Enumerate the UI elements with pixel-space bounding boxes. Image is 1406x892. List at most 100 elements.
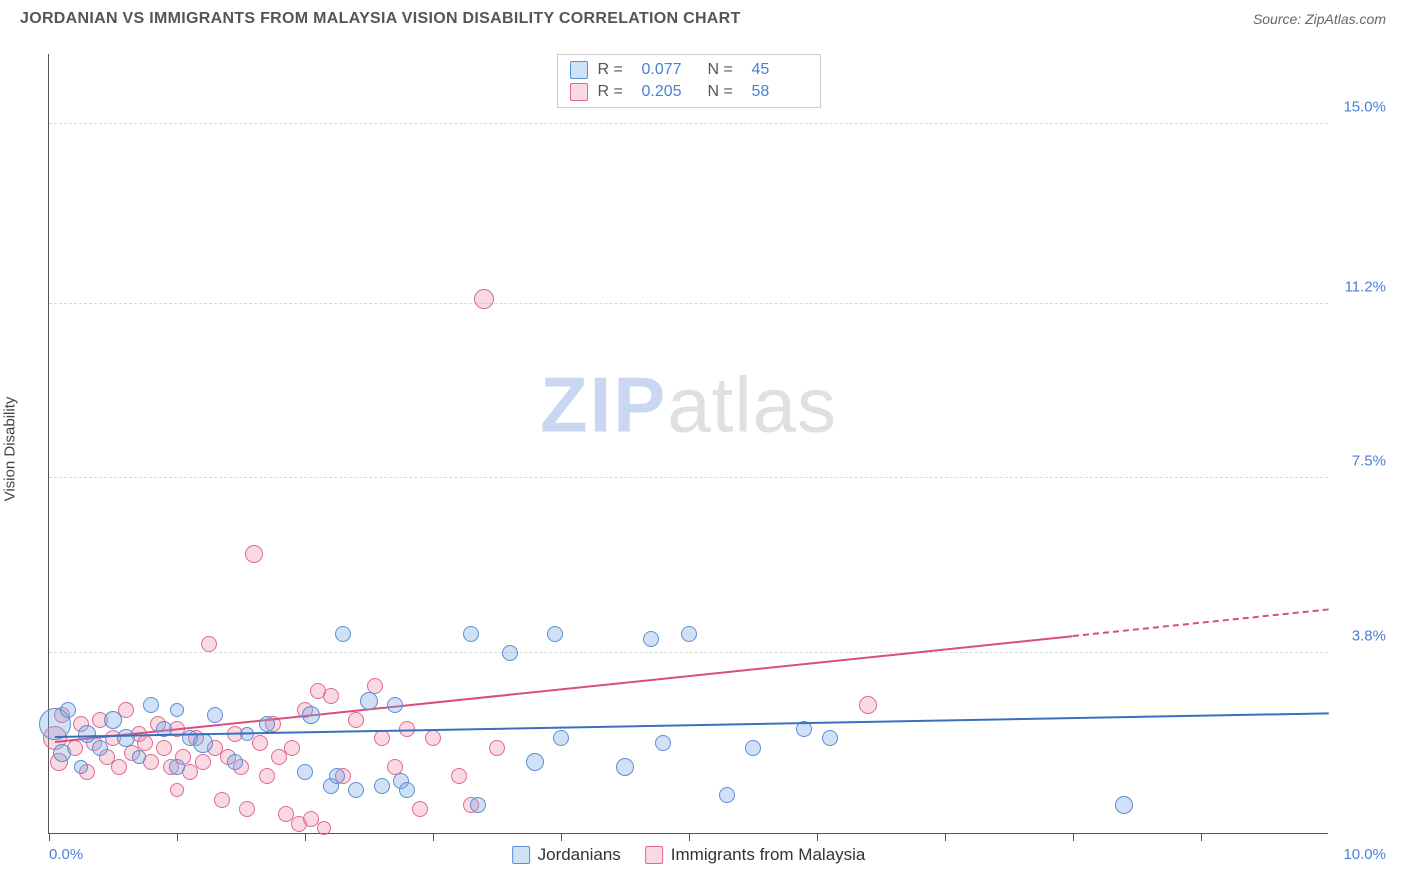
n-label: N = [708, 83, 742, 101]
data-point-jordanians [822, 730, 838, 746]
x-tick [1073, 833, 1074, 841]
data-point-malaysia [859, 696, 877, 714]
data-point-malaysia [239, 801, 255, 817]
swatch-jordanians [512, 846, 530, 864]
data-point-jordanians [143, 697, 159, 713]
data-point-jordanians [74, 760, 88, 774]
x-tick [305, 833, 306, 841]
gridline [49, 303, 1328, 304]
r-label: R = [598, 83, 632, 101]
series-label-jordanians: Jordanians [538, 845, 621, 865]
chart-container: Vision Disability ZIPatlas R = 0.077 N =… [20, 34, 1386, 864]
data-point-jordanians [526, 753, 544, 771]
data-point-malaysia [201, 636, 217, 652]
data-point-jordanians [92, 740, 108, 756]
watermark-part1: ZIP [540, 360, 667, 448]
data-point-jordanians [78, 725, 96, 743]
data-point-jordanians [463, 626, 479, 642]
watermark-part2: atlas [667, 360, 837, 448]
x-tick [689, 833, 690, 841]
data-point-jordanians [655, 735, 671, 751]
data-point-jordanians [553, 730, 569, 746]
data-point-malaysia [245, 545, 263, 563]
data-point-jordanians [60, 702, 76, 718]
x-axis-max-label: 10.0% [1343, 846, 1386, 863]
data-point-jordanians [302, 706, 320, 724]
data-point-jordanians [117, 729, 135, 747]
legend-row-jordanians: R = 0.077 N = 45 [570, 59, 808, 81]
data-point-jordanians [170, 703, 184, 717]
n-value-jordanians: 45 [752, 61, 808, 79]
y-tick-label: 3.8% [1352, 628, 1386, 645]
data-point-jordanians [681, 626, 697, 642]
trend-line-malaysia [1073, 609, 1329, 638]
data-point-malaysia [323, 688, 339, 704]
swatch-malaysia [645, 846, 663, 864]
x-tick [49, 833, 50, 841]
watermark: ZIPatlas [540, 359, 837, 450]
data-point-malaysia [374, 730, 390, 746]
data-point-malaysia [284, 740, 300, 756]
data-point-malaysia [412, 801, 428, 817]
data-point-malaysia [474, 289, 494, 309]
data-point-jordanians [53, 744, 71, 762]
data-point-malaysia [143, 754, 159, 770]
legend-item-malaysia: Immigrants from Malaysia [645, 845, 866, 865]
data-point-jordanians [297, 764, 313, 780]
plot-area: ZIPatlas R = 0.077 N = 45 R = 0.205 N = … [48, 54, 1328, 834]
data-point-malaysia [348, 712, 364, 728]
data-point-jordanians [329, 768, 345, 784]
data-point-malaysia [451, 768, 467, 784]
gridline [49, 652, 1328, 653]
data-point-jordanians [502, 645, 518, 661]
data-point-jordanians [1115, 796, 1133, 814]
n-value-malaysia: 58 [752, 83, 808, 101]
gridline [49, 123, 1328, 124]
data-point-malaysia [214, 792, 230, 808]
data-point-jordanians [360, 692, 378, 710]
x-tick [177, 833, 178, 841]
x-tick [945, 833, 946, 841]
data-point-malaysia [259, 768, 275, 784]
swatch-malaysia [570, 83, 588, 101]
data-point-malaysia [195, 754, 211, 770]
y-tick-label: 7.5% [1352, 453, 1386, 470]
legend-row-malaysia: R = 0.205 N = 58 [570, 81, 808, 103]
data-point-malaysia [170, 783, 184, 797]
data-point-malaysia [317, 821, 331, 835]
data-point-jordanians [616, 758, 634, 776]
x-tick [561, 833, 562, 841]
y-tick-label: 15.0% [1343, 98, 1386, 115]
n-label: N = [708, 61, 742, 79]
chart-title: JORDANIAN VS IMMIGRANTS FROM MALAYSIA VI… [20, 10, 741, 28]
data-point-malaysia [425, 730, 441, 746]
data-point-jordanians [207, 707, 223, 723]
data-point-jordanians [547, 626, 563, 642]
r-value-malaysia: 0.205 [642, 83, 698, 101]
r-label: R = [598, 61, 632, 79]
x-tick [817, 833, 818, 841]
data-point-jordanians [387, 697, 403, 713]
data-point-malaysia [137, 735, 153, 751]
series-label-malaysia: Immigrants from Malaysia [671, 845, 866, 865]
correlation-legend: R = 0.077 N = 45 R = 0.205 N = 58 [557, 54, 821, 108]
y-tick-label: 11.2% [1345, 278, 1386, 295]
data-point-jordanians [399, 782, 415, 798]
r-value-jordanians: 0.077 [642, 61, 698, 79]
x-tick [1201, 833, 1202, 841]
gridline [49, 477, 1328, 478]
data-point-jordanians [745, 740, 761, 756]
data-point-jordanians [193, 733, 213, 753]
swatch-jordanians [570, 61, 588, 79]
data-point-jordanians [169, 759, 185, 775]
data-point-malaysia [489, 740, 505, 756]
x-axis-min-label: 0.0% [49, 846, 83, 863]
data-point-malaysia [111, 759, 127, 775]
data-point-jordanians [227, 754, 243, 770]
y-axis-label: Vision Disability [2, 397, 19, 502]
data-point-jordanians [719, 787, 735, 803]
data-point-jordanians [132, 750, 146, 764]
data-point-jordanians [374, 778, 390, 794]
x-tick [433, 833, 434, 841]
data-point-jordanians [348, 782, 364, 798]
